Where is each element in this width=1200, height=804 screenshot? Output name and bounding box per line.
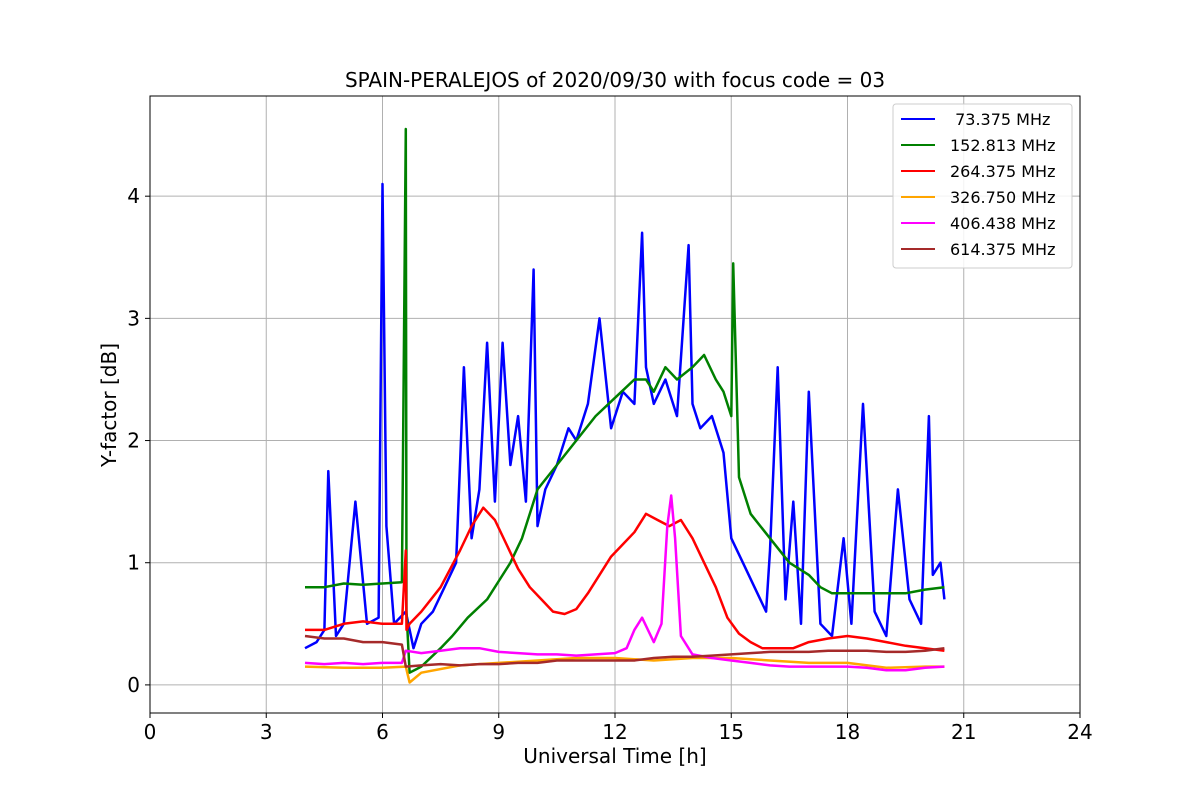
legend-label: 152.813 MHz (950, 136, 1055, 155)
series-line-4 (304, 494, 945, 672)
x-tick-label: 6 (376, 720, 389, 744)
x-tick-label: 21 (951, 720, 976, 744)
x-tick-label: 9 (492, 720, 505, 744)
y-tick-label: 2 (127, 429, 140, 453)
y-tick-label: 1 (127, 551, 140, 575)
plot-series (304, 127, 946, 684)
series-line-2 (305, 506, 945, 652)
y-tick-label: 4 (127, 184, 140, 208)
legend: 73.375 MHz 152.813 MHz 264.375 MHz 326.750 … (892, 103, 1073, 269)
series-line-3 (304, 656, 945, 684)
chart-title: SPAIN-PERALEJOS of 2020/09/30 with focus… (345, 68, 885, 92)
legend-label: 326.750 MHz (950, 188, 1055, 207)
y-tick-label: 0 (127, 673, 140, 697)
series-line-5 (304, 634, 945, 668)
y-axis-label: Y-factor [dB] (97, 343, 121, 468)
x-tick-label: 18 (835, 720, 860, 744)
legend-label: 264.375 MHz (950, 162, 1055, 181)
x-tick-label: 24 (1067, 720, 1092, 744)
x-tick-label: 12 (602, 720, 627, 744)
legend-label: 73.375 MHz (950, 110, 1050, 129)
legend-label: 406.438 MHz (950, 214, 1055, 233)
x-axis-label: Universal Time [h] (523, 744, 706, 768)
x-tick-label: 15 (719, 720, 744, 744)
x-tick-label: 0 (144, 720, 157, 744)
x-tick-label: 3 (260, 720, 273, 744)
legend-label: 614.375 MHz (950, 240, 1055, 259)
series-line-0 (304, 182, 946, 650)
legend-box (892, 103, 1073, 269)
y-tick-label: 3 (127, 306, 140, 330)
